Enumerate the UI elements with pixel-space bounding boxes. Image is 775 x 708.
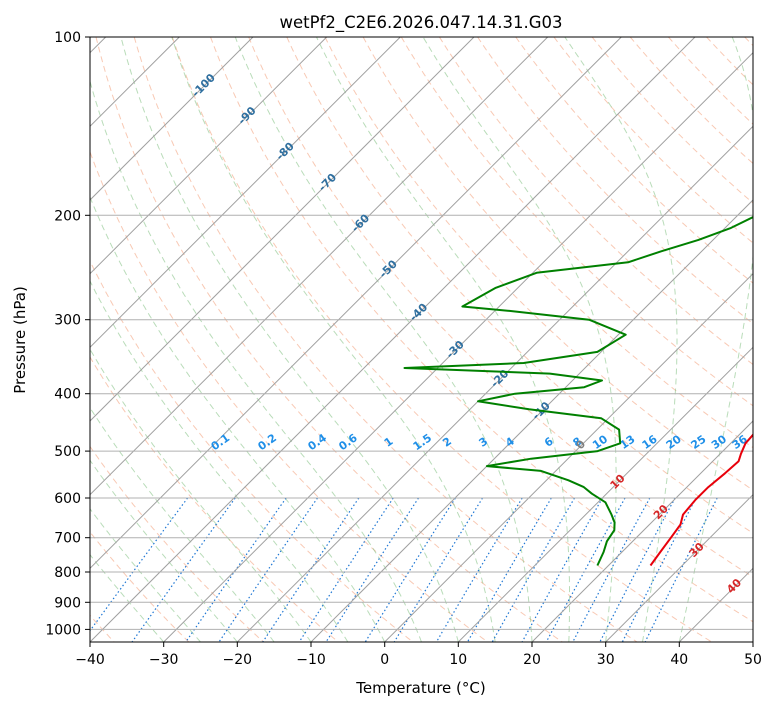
y-tick-label: 900 — [54, 595, 81, 611]
isotherm-line — [90, 37, 328, 275]
mixing-ratio-line — [364, 497, 456, 642]
y-tick-label: 300 — [54, 313, 81, 329]
plot-frame — [89, 36, 754, 643]
isotherm-line — [90, 37, 549, 496]
x-tick-label: 0 — [380, 652, 389, 668]
chart-title: wetPf2_C2E6.2026.047.14.31.G03 — [279, 13, 562, 33]
moist-adiabat-line — [90, 79, 422, 642]
mixing-ratio-line — [572, 497, 651, 642]
moist-adiabat-line — [90, 195, 386, 642]
mixing-ratio-line — [599, 497, 676, 642]
moist-adiabat-line — [90, 406, 275, 642]
y-tick-label: 700 — [54, 531, 81, 547]
isotherm-line — [236, 125, 753, 642]
isotherms — [90, 37, 753, 642]
dry-adiabat-line — [477, 37, 753, 325]
x-tick-label: 10 — [449, 652, 467, 668]
profile-line — [403, 216, 753, 566]
moist-adiabat-line — [678, 37, 753, 642]
moist-adiabat-line — [422, 37, 617, 642]
dry-adiabat-line — [324, 37, 753, 491]
dry-adiabat-line — [210, 37, 753, 623]
isotherm-line — [90, 37, 475, 422]
isotherm-line — [310, 199, 753, 642]
dry-adiabat-line — [248, 37, 753, 578]
mixing-ratio-line — [131, 497, 236, 642]
y-tick-label: 400 — [54, 387, 81, 403]
y-tick-label: 500 — [54, 444, 81, 460]
isotherm-line — [90, 37, 401, 349]
dry-adiabat-line — [90, 150, 488, 642]
isobars — [90, 37, 753, 630]
isotherm-line — [531, 420, 753, 642]
isotherm-line — [163, 51, 753, 642]
isotherm-line — [605, 493, 753, 642]
dry-adiabat-line — [133, 37, 638, 642]
moist-adiabat-line — [90, 553, 165, 642]
isotherm-line — [90, 37, 696, 642]
moist-adiabat-line — [171, 37, 496, 642]
profile-series — [403, 216, 753, 567]
profile-line — [649, 433, 753, 567]
moist-adiabat-line — [90, 459, 238, 642]
x-tick-label: 40 — [670, 652, 688, 668]
axes: −40 −30 −20 −10 0 10 20 30 40 50 100 200 300 400 500 60… — [45, 30, 762, 668]
mixing-ratio-line — [262, 497, 360, 642]
y-tick-label: 1000 — [45, 622, 81, 638]
dry-adiabat-line — [90, 445, 264, 642]
isotherm-line — [457, 346, 753, 642]
mixing-ratio-lines — [90, 497, 718, 642]
moist-adiabat-line — [90, 508, 201, 642]
isotherm-line — [90, 37, 622, 570]
mixing-ratio-line — [325, 497, 420, 642]
mixing-ratio-line — [393, 497, 484, 642]
x-tick-label: −40 — [75, 652, 105, 668]
moist-adiabat-line — [120, 37, 459, 642]
plot-background — [90, 37, 753, 642]
moist-adiabat-line — [564, 37, 678, 642]
x-tick-label: −30 — [149, 652, 179, 668]
moist-adiabat-line — [316, 37, 571, 642]
isotherm-line — [384, 272, 753, 642]
y-axis-label: Pressure (hPa) — [11, 286, 29, 394]
y-tick-label: 100 — [54, 30, 81, 46]
mixing-ratio-line — [185, 497, 287, 642]
mixing-ratio-line — [466, 497, 552, 642]
x-tick-label: −10 — [296, 652, 326, 668]
dry-adiabat-line — [95, 37, 563, 642]
x-axis-label: Temperature (°C) — [355, 679, 485, 697]
isotherm-line — [90, 37, 254, 201]
isotherm-line — [752, 641, 753, 642]
y-tick-label: 200 — [54, 208, 81, 224]
mixing-ratio-line — [621, 497, 697, 642]
dry-adiabat-line — [90, 356, 339, 642]
mixing-ratio-line — [218, 497, 318, 642]
x-tick-label: −20 — [223, 652, 253, 668]
x-tick-label: 50 — [744, 652, 762, 668]
x-tick-label: 30 — [597, 652, 615, 668]
dry-adiabat-line — [438, 37, 753, 366]
mixing-ratio-line — [298, 497, 394, 642]
y-tick-label: 800 — [54, 565, 81, 581]
x-tick-label: 20 — [523, 652, 541, 668]
y-tick-label: 600 — [54, 491, 81, 507]
